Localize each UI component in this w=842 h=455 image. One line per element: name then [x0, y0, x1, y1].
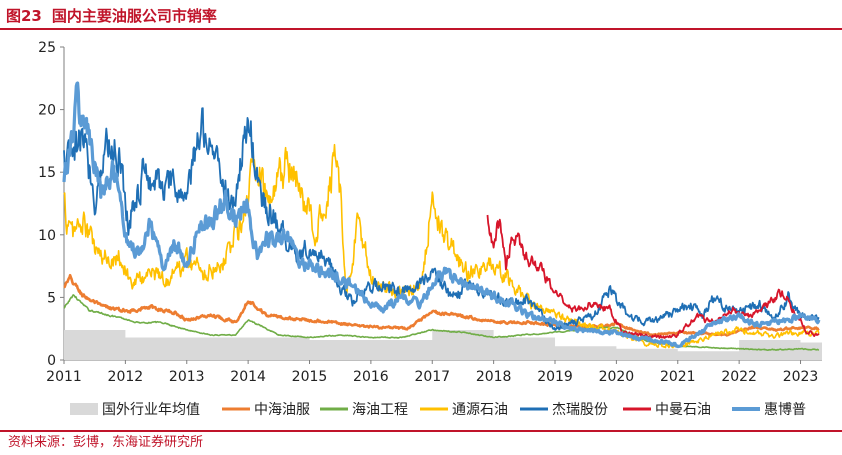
- series-line-6: [62, 81, 821, 349]
- series-group: [62, 81, 822, 360]
- chart: 0 5 10 15 20 25 2011 2012 2013 2014 2015 2016 2017 20…: [38, 40, 822, 418]
- legend-label: 惠博普: [764, 401, 806, 418]
- y-tick-label: 20: [38, 103, 56, 119]
- y-tick-label: 10: [38, 228, 56, 244]
- x-tick-label: 2015: [292, 369, 328, 385]
- x-tick-label: 2020: [599, 369, 635, 385]
- legend-label: 杰瑞股份: [552, 402, 608, 418]
- source-note: 资料来源：彭博，东海证券研究所: [8, 435, 204, 450]
- legend-label: 中海油服: [254, 402, 310, 418]
- figure-number: 图23: [6, 7, 42, 25]
- legend-swatch-foreign-average: [70, 403, 98, 415]
- x-tick-label: 2019: [537, 369, 573, 385]
- x-tick-label: 2016: [353, 369, 389, 385]
- series-line-4: [63, 107, 820, 331]
- x-tick-label: 2014: [230, 369, 266, 385]
- y-tick-label: 0: [47, 353, 56, 369]
- legend-label: 海油工程: [352, 402, 408, 418]
- title-rule: [0, 28, 842, 30]
- figure-title-text: 国内主要油服公司市销率: [51, 7, 217, 25]
- series-line-2: [63, 294, 820, 351]
- legend-label: 国外行业年均值: [102, 402, 200, 418]
- series-line-5: [486, 214, 820, 340]
- y-tick-label: 5: [47, 290, 56, 306]
- x-tick-label: 2012: [108, 369, 144, 385]
- y-tick-label: 15: [38, 165, 56, 181]
- x-tick-label: 2018: [476, 369, 512, 385]
- y-tick-label: 25: [38, 40, 56, 56]
- x-tick-label: 2023: [783, 369, 819, 385]
- x-tick-label: 2013: [169, 369, 205, 385]
- x-tick-label: 2017: [414, 369, 450, 385]
- series-line-1: [63, 273, 820, 337]
- footer-rule: [0, 430, 842, 432]
- series-line-3: [63, 143, 820, 349]
- legend-label: 通源石油: [452, 402, 508, 418]
- legend-label: 中曼石油: [655, 402, 711, 418]
- x-tick-label: 2021: [660, 369, 696, 385]
- series-area-foreign-average: [64, 329, 822, 360]
- x-tick-label: 2011: [46, 369, 82, 385]
- figure-title: 图23 国内主要油服公司市销率: [6, 5, 217, 27]
- x-tick-label: 2022: [721, 369, 757, 385]
